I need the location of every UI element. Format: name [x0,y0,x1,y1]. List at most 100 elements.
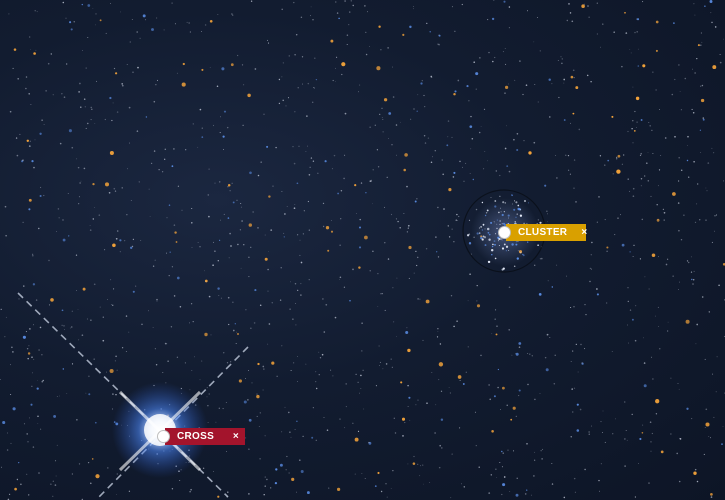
star [149,216,151,217]
star [275,146,277,149]
star [506,404,508,406]
star [639,437,642,441]
marker-dot-icon[interactable] [498,226,511,239]
star [566,19,569,22]
close-icon[interactable]: × [232,431,239,442]
star [427,137,430,139]
star [494,318,496,320]
star [599,155,602,157]
star [502,452,504,454]
star [440,390,443,392]
star [644,276,646,278]
star [236,54,239,57]
star [268,250,269,252]
star [490,197,492,199]
star [437,256,440,258]
star [76,290,77,291]
star [391,366,393,368]
star [563,78,566,81]
star [95,13,97,15]
star [416,198,418,200]
star [240,203,242,204]
star [263,493,265,496]
cluster-star [490,221,493,224]
star [325,303,328,306]
marker-label-cluster[interactable]: CLUSTER × [506,224,588,241]
star [624,465,626,467]
marker-dot-icon[interactable] [157,430,170,443]
cluster-star [499,220,501,222]
marker-cross[interactable]: CROSS × [157,428,245,445]
star [696,480,699,483]
star [369,180,371,182]
star [572,411,574,413]
cluster-star [514,223,516,224]
star [533,41,535,43]
star [448,236,451,238]
star [700,98,705,103]
star [262,365,265,368]
star [642,424,644,426]
star [87,4,91,7]
star [673,22,675,24]
star [176,72,178,74]
star [248,418,252,422]
star [408,245,412,250]
star [158,169,160,171]
star [412,462,416,465]
star [38,472,40,474]
star [483,168,485,170]
star [469,172,471,175]
star [107,467,109,469]
star [295,34,298,36]
star [153,100,156,103]
close-icon[interactable]: × [581,227,588,238]
star [436,251,438,253]
star [476,304,481,308]
star [121,347,124,349]
star [298,459,301,462]
star [58,217,60,219]
star [563,119,566,121]
star [372,169,374,171]
star [22,159,24,161]
star [556,177,558,179]
star [171,2,173,4]
star [116,473,118,475]
star [715,391,717,393]
marker-label-cross[interactable]: CROSS × [165,428,245,445]
star [12,67,14,69]
star [93,358,95,360]
cluster-star [498,240,499,242]
star [330,369,332,371]
star [78,203,80,205]
marker-cluster[interactable]: CLUSTER × [498,224,588,241]
star [125,315,128,317]
star [33,166,35,169]
star [213,471,214,472]
star [527,383,529,386]
star [417,94,419,96]
star [332,79,334,82]
star [660,155,662,156]
star [344,427,346,429]
star [590,81,592,83]
star [106,371,107,373]
star [115,355,117,358]
star [41,381,43,383]
star [655,89,657,91]
cluster-star [498,244,500,247]
star [678,388,680,390]
star [495,333,498,336]
star [672,192,676,196]
star [278,78,281,81]
star [696,57,698,60]
star [502,51,504,53]
star [388,112,392,115]
star [135,285,137,287]
star [679,281,681,283]
star [607,159,610,162]
star [284,213,286,215]
star [379,365,380,366]
